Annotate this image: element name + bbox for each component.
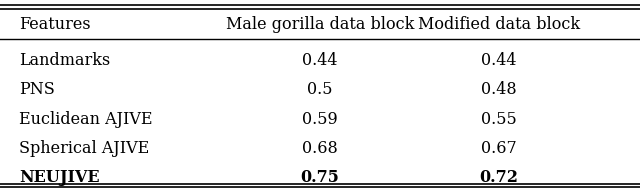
Text: 0.75: 0.75 bbox=[301, 169, 339, 186]
Text: Male gorilla data block: Male gorilla data block bbox=[226, 16, 414, 33]
Text: 0.44: 0.44 bbox=[302, 52, 338, 69]
Text: Euclidean AJIVE: Euclidean AJIVE bbox=[19, 111, 153, 128]
Text: 0.5: 0.5 bbox=[307, 81, 333, 98]
Text: 0.55: 0.55 bbox=[481, 111, 517, 128]
Text: 0.48: 0.48 bbox=[481, 81, 517, 98]
Text: Landmarks: Landmarks bbox=[19, 52, 111, 69]
Text: NEUJIVE: NEUJIVE bbox=[19, 169, 100, 186]
Text: 0.44: 0.44 bbox=[481, 52, 517, 69]
Text: 0.72: 0.72 bbox=[480, 169, 518, 186]
Text: 0.59: 0.59 bbox=[302, 111, 338, 128]
Text: PNS: PNS bbox=[19, 81, 55, 98]
Text: Features: Features bbox=[19, 16, 91, 33]
Text: 0.67: 0.67 bbox=[481, 140, 517, 157]
Text: Spherical AJIVE: Spherical AJIVE bbox=[19, 140, 150, 157]
Text: 0.68: 0.68 bbox=[302, 140, 338, 157]
Text: Modified data block: Modified data block bbox=[418, 16, 580, 33]
